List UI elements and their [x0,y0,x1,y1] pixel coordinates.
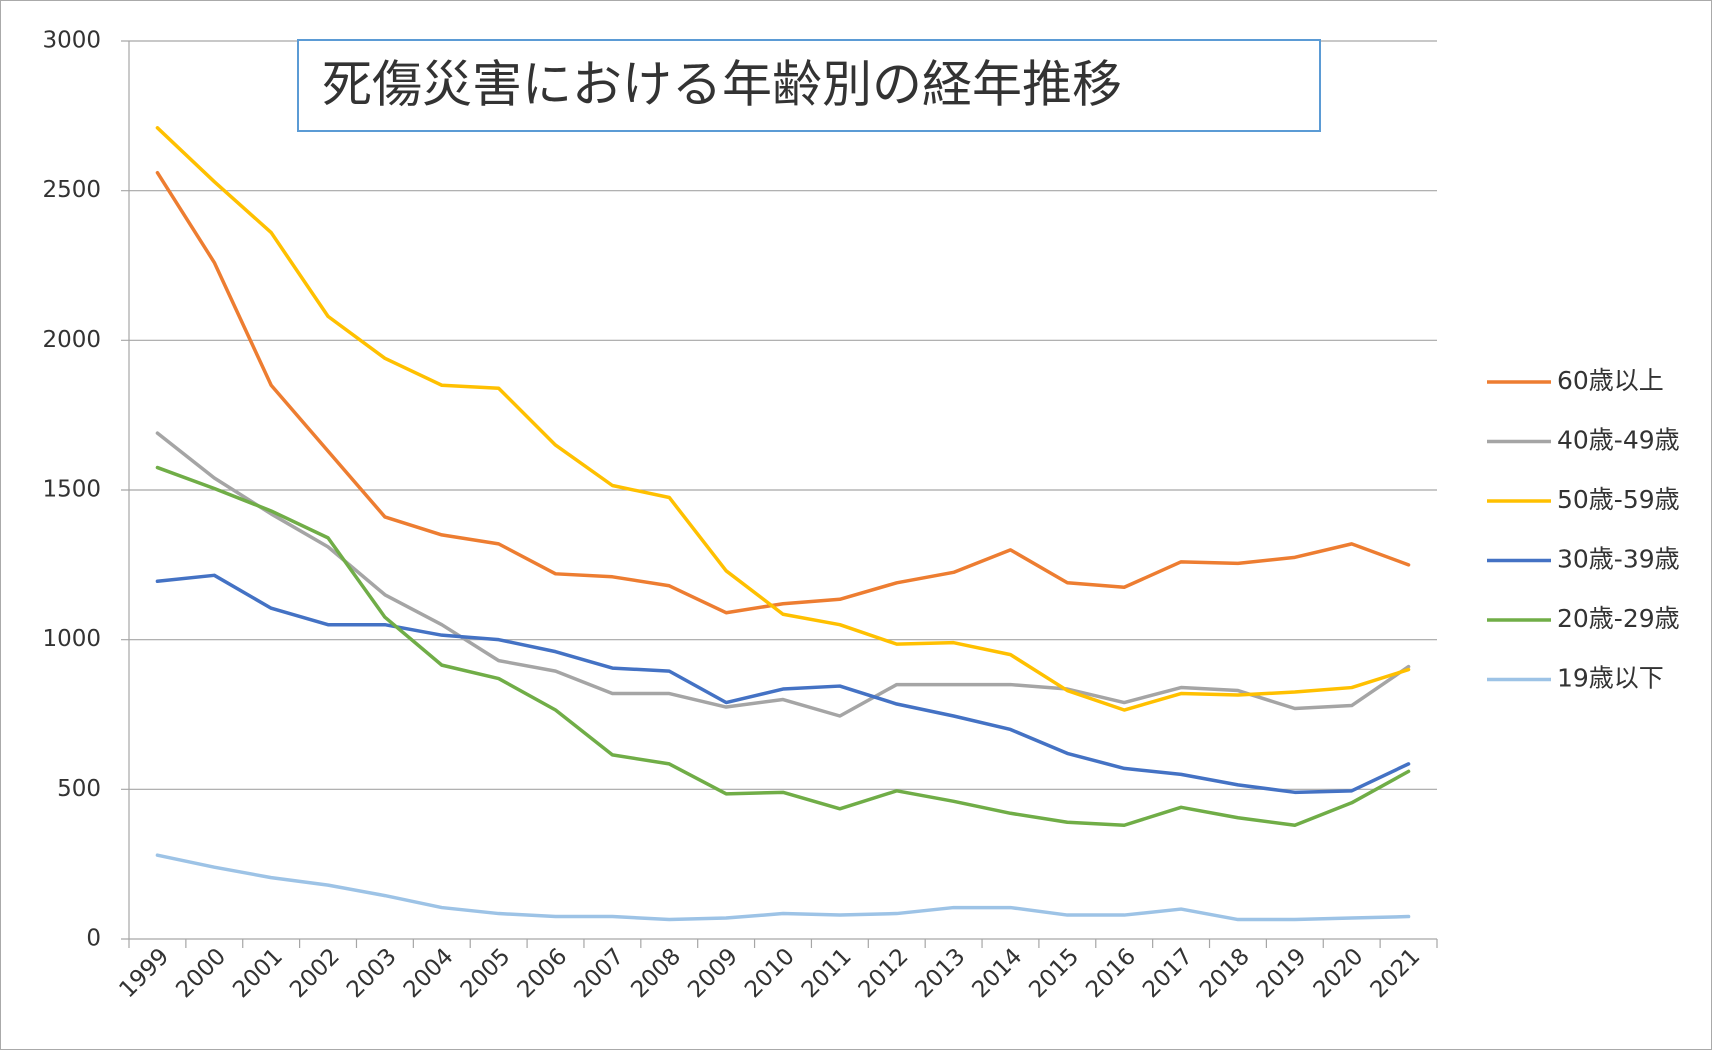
legend-label: 60歳以上 [1557,366,1664,395]
series-line [155,573,1411,795]
legend-label: 20歳-29歳 [1557,604,1680,633]
y-tick-label: 1500 [42,477,101,503]
title-box [297,39,1321,132]
series-line [155,431,1411,718]
series-line [155,170,1411,615]
legend-label: 40歳-49歳 [1557,426,1680,455]
y-tick-label: 3000 [42,28,101,54]
series-line [155,465,1411,828]
y-tick-label: 2000 [42,327,101,353]
y-tick-label: 2500 [42,177,101,203]
series-line [155,126,1411,712]
legend-label: 50歳-59歳 [1557,485,1680,514]
y-tick-label: 1000 [42,626,101,652]
y-tick-label: 0 [86,926,101,952]
y-tick-label: 500 [57,776,101,802]
legend-label: 19歳以下 [1557,664,1664,693]
chart-title: 死傷災害における年齢別の経年推移 [322,56,1122,114]
series-line [155,853,1411,922]
legend-label: 30歳-39歳 [1557,545,1680,574]
